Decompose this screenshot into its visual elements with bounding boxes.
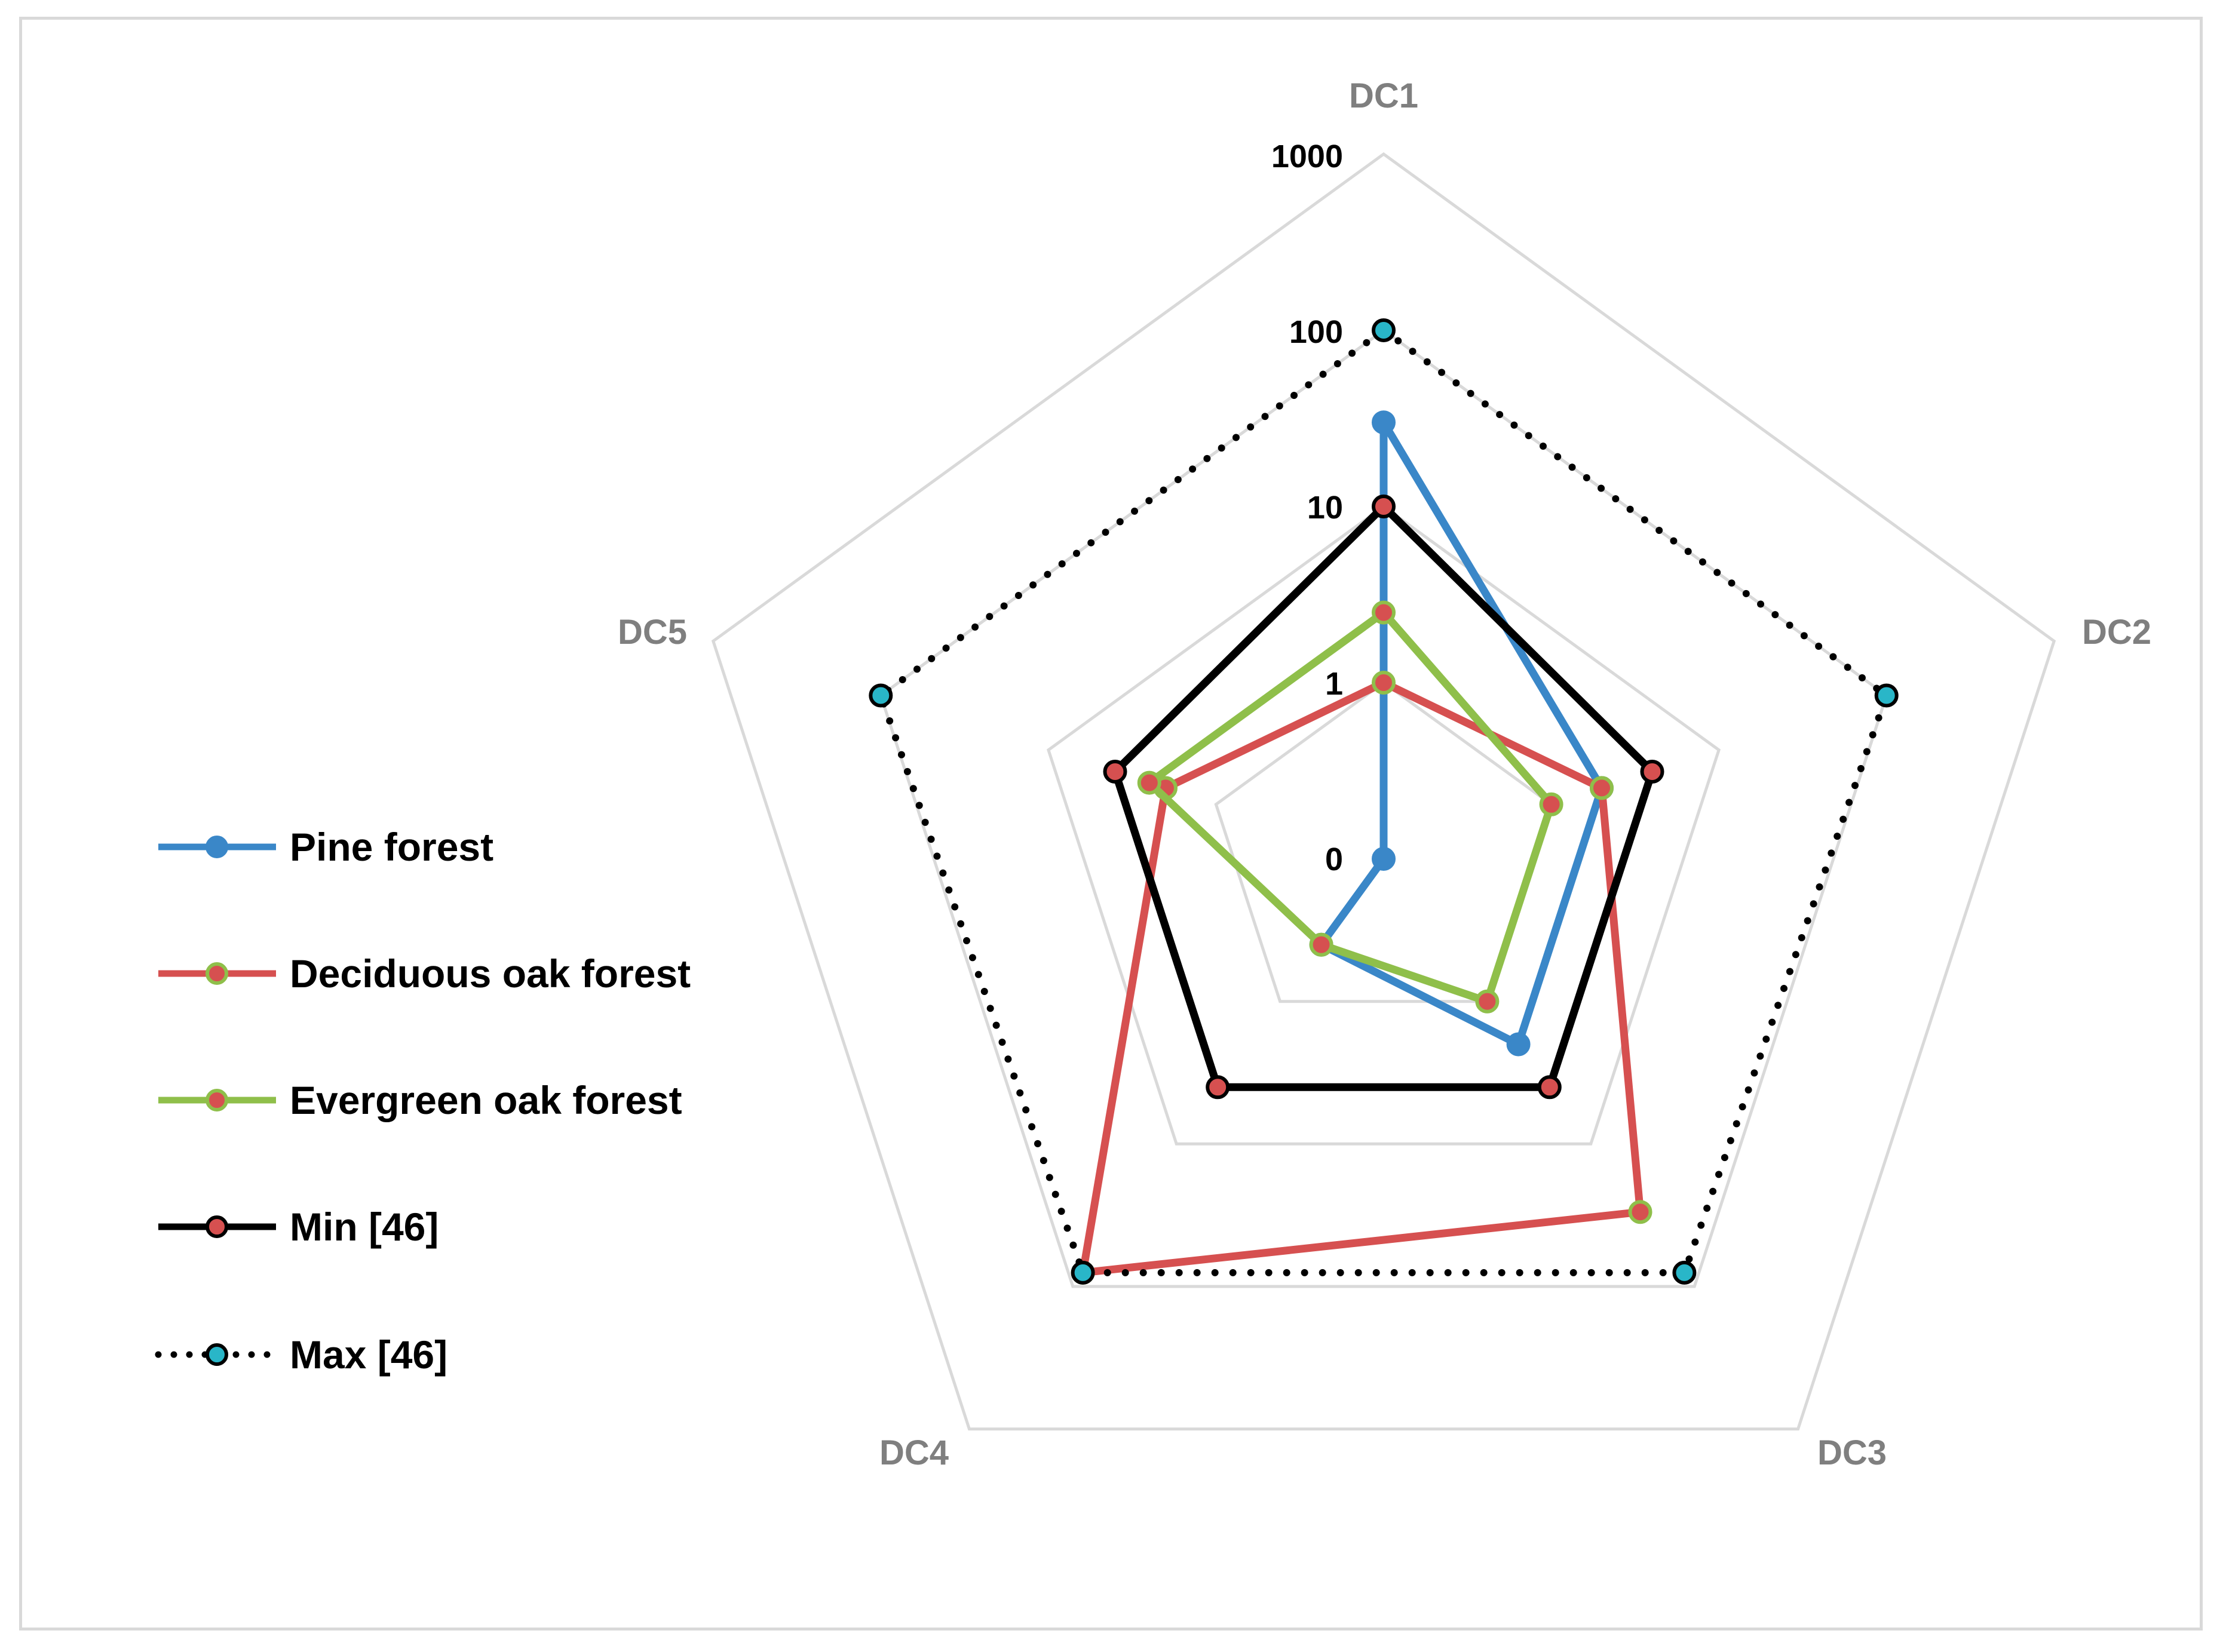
- point-evergreen-oak-forest-dc4: [1309, 932, 1333, 957]
- legend-swatch-marker: [206, 1215, 228, 1238]
- axis-label-dc1: DC1: [1349, 76, 1418, 115]
- point-max-46-dc5: [869, 683, 893, 708]
- point-deciduous-oak-forest-dc3: [1628, 1200, 1652, 1224]
- point-max-46-dc3: [1672, 1260, 1697, 1285]
- axis-label-dc2: DC2: [2082, 613, 2151, 652]
- point-evergreen-oak-forest-dc5: [1137, 770, 1161, 795]
- point-min-46-dc5: [1103, 760, 1127, 784]
- tick-label-1000: 1000: [1271, 139, 1343, 174]
- legend-item-min: Min [46]: [158, 1205, 439, 1249]
- point-evergreen-oak-forest-dc2: [1539, 792, 1563, 816]
- axis-label-dc3: DC3: [1817, 1433, 1887, 1472]
- legend-label-pine-forest: Pine forest: [290, 825, 493, 869]
- axis-label-dc5: DC5: [618, 613, 687, 652]
- legend-label-min: Min [46]: [290, 1205, 439, 1249]
- point-max-46-dc1: [1372, 318, 1396, 342]
- point-min-46-dc2: [1640, 760, 1664, 784]
- chart-frame: [19, 17, 2203, 1630]
- legend-label-deciduous-oak-forest: Deciduous oak forest: [290, 951, 691, 996]
- point-evergreen-oak-forest-dc3: [1475, 989, 1500, 1014]
- point-min-46-dc3: [1537, 1075, 1562, 1100]
- series-max-46: [869, 318, 1899, 1285]
- point-min-46-dc4: [1206, 1075, 1230, 1100]
- series-layer: [869, 318, 1899, 1285]
- tick-label-100: 100: [1289, 314, 1343, 350]
- series-line-pine-forest: [1317, 418, 1606, 1048]
- point-evergreen-oak-forest-dc1: [1372, 600, 1396, 625]
- point-pine-forest-dc1: [1372, 410, 1396, 435]
- series-deciduous-oak-forest: [1071, 671, 1652, 1285]
- point-max-46-dc2: [1874, 683, 1899, 708]
- legend: Pine forest Deciduous oak forest Evergre…: [155, 825, 691, 1377]
- point-max-46-dc4: [1071, 1260, 1095, 1285]
- legend-item-evergreen-oak-forest: Evergreen oak forest: [158, 1078, 682, 1122]
- gridline-ring-1: [1214, 680, 1553, 1003]
- point-deciduous-oak-forest-dc2: [1590, 776, 1614, 800]
- tick-label-1: 1: [1325, 666, 1343, 702]
- legend-label-max: Max [46]: [290, 1332, 447, 1377]
- tick-label-0: 0: [1325, 842, 1343, 877]
- legend-swatch-marker: [206, 962, 228, 985]
- series-line-max-46: [877, 327, 1890, 1276]
- legend-swatch-marker: [206, 1343, 228, 1366]
- legend-swatch-marker: [206, 1089, 228, 1111]
- gridline-ring-1000: [711, 152, 2056, 1431]
- series-evergreen-oak-forest: [1137, 600, 1563, 1014]
- axis-label-dc4: DC4: [879, 1433, 949, 1472]
- legend-item-max: Max [46]: [155, 1332, 447, 1377]
- gridline-ring-10: [1046, 504, 1721, 1146]
- point-pine-forest-dc3: [1506, 1032, 1531, 1057]
- series-min-46: [1103, 495, 1664, 1100]
- point-min-46-dc1: [1372, 495, 1396, 518]
- series-line-deciduous-oak-forest: [1079, 678, 1644, 1277]
- legend-item-pine-forest: Pine forest: [158, 825, 493, 869]
- tick-label-10: 10: [1307, 490, 1343, 526]
- legend-item-deciduous-oak-forest: Deciduous oak forest: [158, 951, 691, 996]
- series-line-min-46: [1111, 502, 1656, 1091]
- point-pine-forest-dc5: [1372, 847, 1396, 871]
- series-line-evergreen-oak-forest: [1145, 609, 1556, 1006]
- point-deciduous-oak-forest-dc1: [1372, 671, 1396, 695]
- legend-label-evergreen-oak-forest: Evergreen oak forest: [290, 1078, 682, 1122]
- legend-swatch-marker: [206, 836, 228, 858]
